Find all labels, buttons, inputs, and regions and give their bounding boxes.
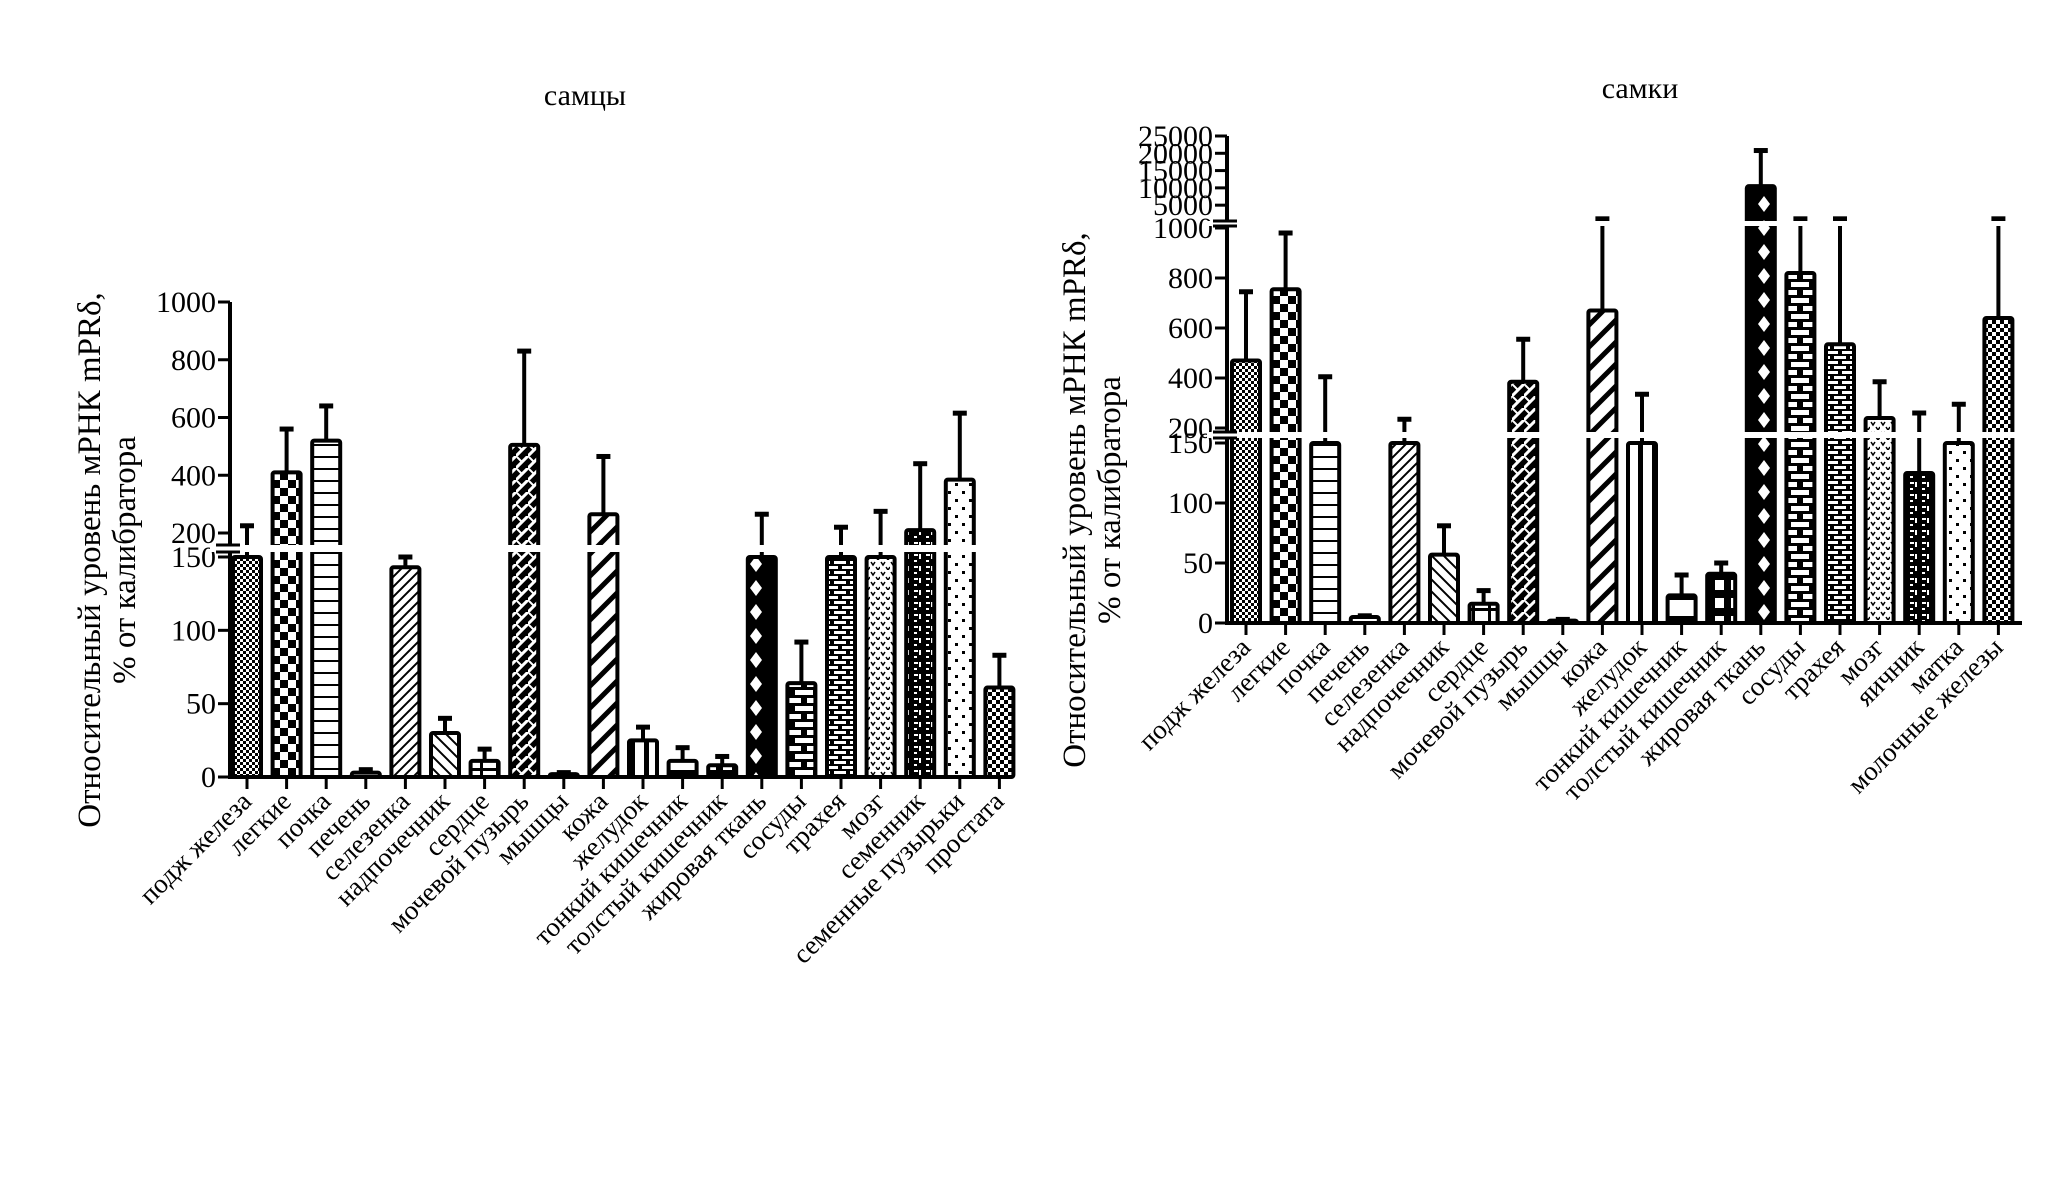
bar bbox=[1348, 615, 1381, 625]
bar bbox=[1546, 618, 1579, 625]
y-tick-label: 25000 bbox=[1138, 120, 1213, 153]
bar bbox=[1309, 441, 1342, 625]
bar bbox=[904, 528, 937, 779]
bar bbox=[1705, 571, 1738, 625]
bar bbox=[587, 512, 620, 779]
y-tick-label: 5000 bbox=[1153, 189, 1213, 222]
y-tick-label: 150 bbox=[171, 541, 216, 574]
bar bbox=[1428, 552, 1460, 625]
bar bbox=[1784, 271, 1817, 625]
bar bbox=[1269, 287, 1302, 625]
axis-break-gap bbox=[1207, 221, 2024, 226]
bar bbox=[389, 565, 422, 779]
bar bbox=[349, 770, 382, 779]
bar bbox=[745, 555, 778, 779]
y-tick-label: 50 bbox=[186, 688, 216, 721]
bar bbox=[1665, 593, 1698, 626]
bar bbox=[1744, 184, 1777, 625]
y-tick-label: 50 bbox=[1183, 547, 1213, 580]
y-tick-label: 150 bbox=[1168, 427, 1213, 460]
bar bbox=[1626, 441, 1658, 625]
chart-title: самцы bbox=[544, 79, 626, 112]
chart-title: самки bbox=[1602, 72, 1679, 105]
y-axis-label-line1: Относительный уровень мРНК mPRδ, bbox=[72, 292, 108, 828]
bar bbox=[1230, 358, 1262, 625]
y-tick-label: 1000 bbox=[156, 286, 216, 319]
bar bbox=[1942, 441, 1975, 625]
bar bbox=[785, 681, 818, 780]
bar bbox=[1467, 601, 1500, 625]
bar bbox=[1903, 471, 1936, 625]
y-tick-label: 400 bbox=[171, 459, 216, 492]
y-tick-label: 1000 bbox=[1153, 212, 1213, 245]
bar bbox=[1982, 316, 2015, 625]
bar bbox=[864, 555, 897, 779]
bar bbox=[1586, 308, 1619, 625]
bar bbox=[627, 738, 659, 779]
bar bbox=[943, 477, 976, 779]
y-tick-label: 20000 bbox=[1138, 137, 1213, 170]
bar bbox=[706, 763, 739, 779]
y-tick-label: 800 bbox=[171, 344, 216, 377]
y-axis-label-line1: Относительный уровень мРНК mPRδ, bbox=[1057, 232, 1093, 768]
y-tick-label: 200 bbox=[171, 517, 216, 550]
y-tick-label: 400 bbox=[1168, 362, 1213, 395]
bar bbox=[508, 442, 541, 779]
bar bbox=[1507, 379, 1540, 625]
bar bbox=[983, 685, 1016, 779]
bar bbox=[1388, 441, 1421, 625]
bar bbox=[270, 470, 303, 779]
y-tick-label: 600 bbox=[1168, 312, 1213, 345]
bar bbox=[468, 758, 501, 779]
y-tick-label: 600 bbox=[171, 402, 216, 435]
bar bbox=[231, 555, 263, 779]
chart-females: самки Относительный уровень мРНК mPRδ,% о… bbox=[1057, 72, 2024, 806]
y-tick-label: 15000 bbox=[1138, 155, 1213, 188]
bar bbox=[1824, 342, 1856, 625]
bar bbox=[310, 438, 343, 779]
bar bbox=[429, 731, 461, 779]
y-tick-label: 100 bbox=[171, 614, 216, 647]
axis-break-gap bbox=[1207, 432, 2024, 438]
y-tick-label: 0 bbox=[1198, 607, 1213, 640]
axis-break-gap bbox=[210, 545, 1005, 552]
y-axis-label-line2: % от калибратора bbox=[107, 436, 143, 684]
y-axis-label-line2: % от калибратора bbox=[1092, 376, 1128, 624]
y-tick-label: 100 bbox=[1168, 487, 1213, 520]
bar bbox=[547, 772, 580, 779]
chart-males: самцы Относительный уровень мРНК mPRδ,% о… bbox=[72, 79, 1016, 969]
y-tick-label: 10000 bbox=[1138, 172, 1213, 205]
bar bbox=[666, 758, 699, 779]
bar bbox=[1863, 416, 1896, 625]
bar bbox=[825, 555, 857, 779]
y-tick-label: 200 bbox=[1168, 412, 1213, 445]
y-tick-label: 800 bbox=[1168, 262, 1213, 295]
y-tick-label: 0 bbox=[201, 761, 216, 794]
